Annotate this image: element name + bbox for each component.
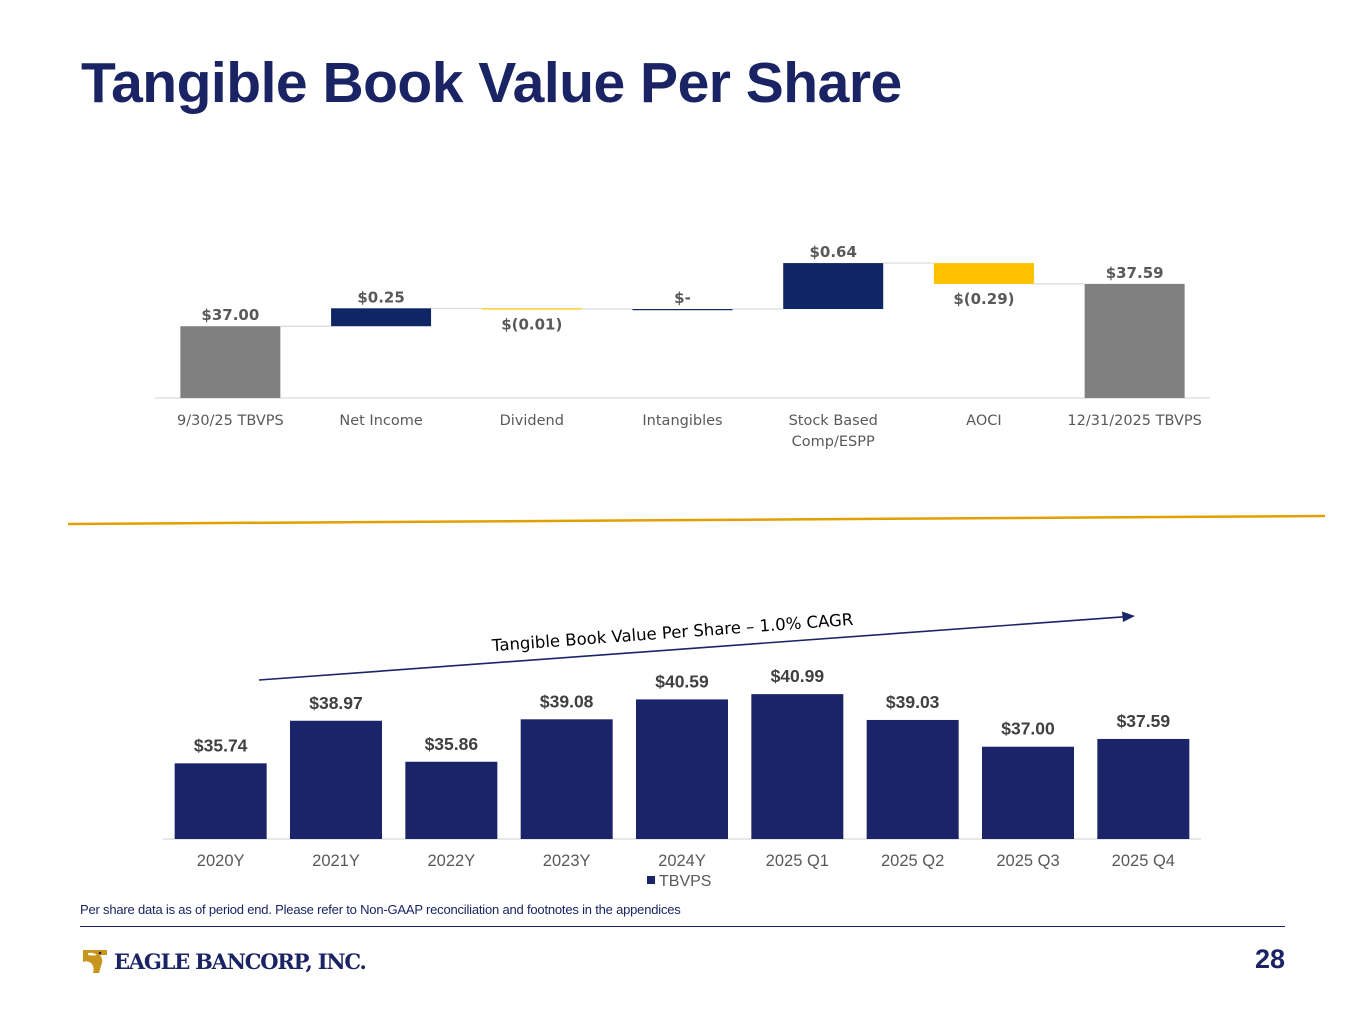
legend-swatch: [647, 876, 655, 884]
cagr-trend-arrow: [258, 616, 1125, 681]
waterfall-bar: [933, 263, 1034, 284]
waterfall-category-label: 12/31/2025 TBVPS: [1067, 413, 1201, 429]
tbvps-bar: [405, 761, 498, 839]
waterfall-bar: [180, 326, 281, 398]
tbvps-bar: [1097, 738, 1190, 839]
footer-divider: [80, 926, 1285, 927]
bar-category-label: 2020Y: [197, 852, 245, 870]
waterfall-category-label: Net Income: [339, 413, 422, 429]
tbvps-bar: [636, 699, 728, 839]
bar-data-label: $37.00: [1001, 719, 1055, 739]
bar-data-label: $35.74: [194, 735, 248, 755]
waterfall-bar: [632, 309, 733, 311]
bar-category-label: 2022Y: [427, 852, 475, 870]
waterfall-data-label: $(0.01): [501, 315, 562, 333]
bar-category-label: 2025 Q4: [1112, 852, 1175, 870]
eagle-head-icon: [83, 950, 107, 973]
waterfall-bar: [1084, 283, 1185, 398]
waterfall-category-label: Dividend: [500, 413, 564, 429]
arrowhead-icon: [1122, 611, 1135, 622]
waterfall-chart: $37.00 9/30/25 TBVPS $0.25 Net Income $(0.01…: [155, 243, 1210, 450]
footnote: Per share data is as of period end. Plea…: [80, 902, 681, 917]
tbvps-bar-chart: $35.74 2020Y $38.97 2021Y $35.86 2022Y $39.08 2…: [163, 610, 1201, 890]
waterfall-bar: [783, 263, 884, 310]
waterfall-category-label: 9/30/25 TBVPS: [177, 413, 284, 429]
logo-text: EAGLE BANCORP, INC.: [114, 948, 367, 974]
bar-category-label: 2023Y: [543, 852, 591, 870]
waterfall-data-label: $37.59: [1106, 264, 1164, 282]
page-number: 28: [1254, 944, 1285, 974]
page-title: Tangible Book Value Per Share: [81, 51, 902, 115]
bar-category-label: 2025 Q3: [996, 852, 1059, 870]
waterfall-category-label: Stock Based: [789, 413, 878, 429]
tbvps-bar: [866, 719, 959, 839]
company-logo: EAGLE BANCORP, INC.: [80, 944, 367, 978]
bar-category-label: 2025 Q1: [766, 852, 829, 870]
bar-category-label: 2021Y: [312, 852, 360, 870]
waterfall-data-label: $(0.29): [953, 290, 1014, 308]
bar-data-label: $39.08: [540, 691, 594, 711]
waterfall-data-label: $0.64: [809, 243, 856, 261]
cagr-annotation: Tangible Book Value Per Share – 1.0% CAG…: [490, 610, 854, 655]
waterfall-data-label: $37.00: [201, 306, 259, 324]
bar-data-label: $40.99: [771, 666, 825, 686]
bar-data-label: $35.86: [425, 734, 479, 754]
waterfall-bar: [481, 308, 582, 310]
waterfall-bar: [331, 308, 432, 327]
bar-data-label: $37.59: [1117, 711, 1171, 731]
section-divider: [67, 514, 1326, 526]
waterfall-data-label: $-: [674, 289, 691, 307]
tbvps-bar: [751, 694, 844, 839]
waterfall-category-label: Comp/ESPP: [792, 434, 875, 450]
bar-category-label: 2024Y: [658, 852, 706, 870]
bar-data-label: $39.03: [886, 692, 940, 712]
tbvps-bar: [290, 720, 382, 839]
tbvps-bar: [174, 763, 267, 839]
legend-label: TBVPS: [659, 873, 711, 890]
waterfall-category-label: AOCI: [966, 413, 1001, 429]
bar-data-label: $40.59: [655, 671, 709, 691]
tbvps-bar: [982, 746, 1074, 839]
bar-data-label: $38.97: [309, 693, 363, 713]
bar-category-label: 2025 Q2: [881, 852, 944, 870]
waterfall-category-label: Intangibles: [642, 413, 722, 429]
waterfall-data-label: $0.25: [357, 288, 404, 306]
tbvps-bar: [520, 719, 613, 839]
